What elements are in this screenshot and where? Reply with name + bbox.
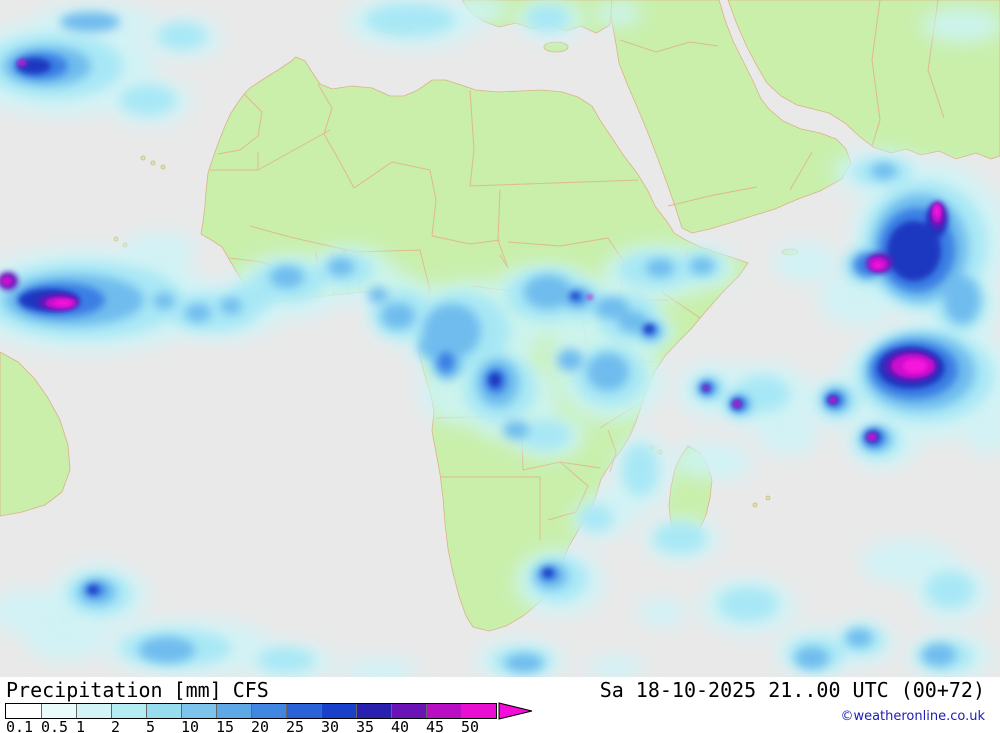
map-area bbox=[0, 0, 1000, 677]
legend-segment-35 bbox=[356, 704, 391, 718]
legend-segment-10 bbox=[181, 704, 216, 718]
copyright-link[interactable]: ©weatheronline.co.uk bbox=[840, 709, 985, 724]
legend-segment-15 bbox=[216, 704, 251, 718]
legend-label-30: 30 bbox=[321, 718, 340, 733]
legend-label-10: 10 bbox=[181, 718, 200, 733]
legend-label-1: 1 bbox=[76, 718, 86, 733]
map-title: Precipitation [mm] CFS bbox=[6, 678, 269, 702]
legend-segment-40 bbox=[391, 704, 426, 718]
legend-label-45: 45 bbox=[426, 718, 445, 733]
legend-label-0.1: 0.1 bbox=[6, 718, 34, 733]
legend-segment-0.5 bbox=[41, 704, 76, 718]
legend-segment-25 bbox=[286, 704, 321, 718]
legend-segment-30 bbox=[321, 704, 356, 718]
legend bbox=[5, 702, 534, 720]
footer: Precipitation [mm] CFS Sa 18-10-2025 21..0… bbox=[0, 677, 1000, 733]
legend-label-2: 2 bbox=[111, 718, 121, 733]
legend-segment-1 bbox=[76, 704, 111, 718]
legend-label-40: 40 bbox=[391, 718, 410, 733]
precipitation-overlay bbox=[0, 0, 1000, 677]
model-label: CFS bbox=[232, 678, 269, 702]
precipitation-map bbox=[0, 0, 1000, 677]
unit-label: [mm] bbox=[173, 678, 222, 702]
legend-segment-2 bbox=[111, 704, 146, 718]
legend-label-5: 5 bbox=[146, 718, 156, 733]
parameter-label: Precipitation bbox=[6, 678, 163, 702]
legend-segment-0.1 bbox=[6, 704, 41, 718]
legend-label-20: 20 bbox=[251, 718, 270, 733]
legend-labels: 0.1 0.5 1 2 5 10 15 20 25 30 35 40 45 50 bbox=[5, 718, 535, 733]
legend-label-0.5: 0.5 bbox=[41, 718, 69, 733]
legend-label-15: 15 bbox=[216, 718, 235, 733]
legend-segment-5 bbox=[146, 704, 181, 718]
precip-extreme-layer-magenta bbox=[1, 60, 942, 441]
south-america-landmass bbox=[0, 351, 71, 517]
legend-segment-20 bbox=[251, 704, 286, 718]
legend-segment-45 bbox=[426, 704, 461, 718]
legend-colorbar bbox=[5, 703, 497, 719]
legend-label-35: 35 bbox=[356, 718, 375, 733]
arabian-peninsula-landmass bbox=[609, 0, 852, 234]
valid-datetime: Sa 18-10-2025 21..00 UTC (00+72) bbox=[599, 678, 985, 702]
legend-label-25: 25 bbox=[286, 718, 305, 733]
legend-label-50: 50 bbox=[461, 718, 480, 733]
precip-extreme-layer-pink bbox=[54, 205, 940, 373]
legend-segment-50 bbox=[461, 704, 496, 718]
footer-title-row: Precipitation [mm] CFS Sa 18-10-2025 21..0… bbox=[6, 678, 985, 702]
legend-overflow-arrow-icon bbox=[498, 702, 533, 720]
